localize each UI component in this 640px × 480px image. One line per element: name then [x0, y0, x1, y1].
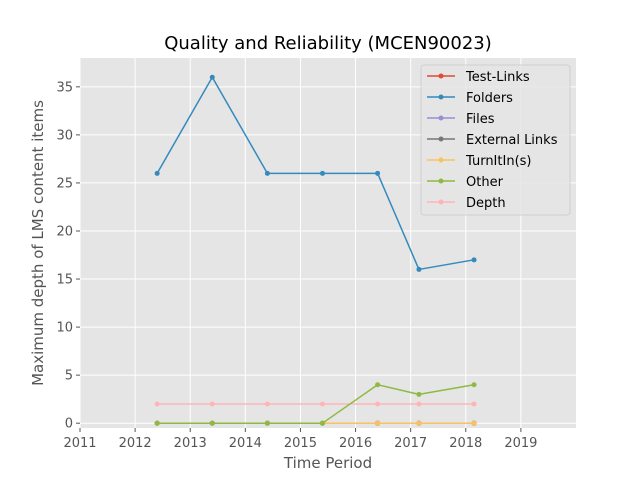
data-point-depth: [375, 401, 381, 407]
data-point-depth: [416, 401, 422, 407]
legend-item-external-links: External Links: [427, 133, 558, 148]
legend-marker: [438, 94, 444, 100]
data-point-other: [375, 382, 381, 388]
legend-item-depth: Depth: [427, 196, 506, 211]
legend-marker: [438, 136, 444, 142]
data-point-folders: [319, 170, 325, 176]
x-tick-label: 2012: [119, 436, 152, 451]
data-point-folders: [154, 170, 160, 176]
legend-label: TurnItIn(s): [465, 154, 531, 169]
chart-title: Quality and Reliability (MCEN90023): [164, 33, 492, 54]
legend-marker: [438, 73, 444, 79]
data-point-other: [416, 391, 422, 397]
data-point-folders: [471, 257, 477, 263]
data-point-turnitin-s: [375, 420, 381, 426]
x-tick-label: 2018: [449, 436, 482, 451]
data-point-folders: [264, 170, 270, 176]
legend-label: Test-Links: [465, 70, 530, 85]
legend: Test-Links Folders Files External Links Turn…: [420, 64, 571, 216]
legend-box: [420, 64, 571, 216]
series-layer: [154, 74, 477, 426]
legend-marker: [438, 157, 444, 163]
data-point-depth: [209, 401, 215, 407]
legend-marker: [438, 115, 444, 121]
y-tick-label: 15: [56, 273, 73, 288]
x-tick-label: 2017: [394, 436, 427, 451]
x-tick-label: 2019: [504, 436, 537, 451]
data-point-other: [209, 420, 215, 426]
y-tick-label: 10: [56, 321, 73, 336]
x-tick-label: 2014: [229, 436, 262, 451]
y-tick-label: 0: [65, 417, 73, 432]
data-point-depth: [319, 401, 325, 407]
legend-item-other: Other: [427, 175, 504, 190]
legend-label: Folders: [466, 91, 513, 106]
x-axis-label: Time Period: [283, 454, 372, 472]
legend-label: External Links: [466, 133, 558, 148]
series-other: [154, 382, 477, 426]
data-point-turnitin-s: [471, 420, 477, 426]
data-point-folders: [375, 170, 381, 176]
legend-item-folders: Folders: [427, 91, 513, 106]
x-tick-label: 2011: [63, 436, 96, 451]
y-tick-label: 20: [56, 224, 73, 239]
legend-marker: [438, 199, 444, 205]
data-point-other: [471, 382, 477, 388]
series-folders: [154, 74, 477, 272]
legend-item-turnitin-s: TurnItIn(s): [427, 154, 531, 169]
x-tick-label: 2015: [284, 436, 317, 451]
legend-label: Depth: [466, 196, 506, 211]
data-point-depth: [154, 401, 160, 407]
data-point-turnitin-s: [416, 420, 422, 426]
y-tick-label: 25: [56, 176, 73, 191]
legend-item-test-links: Test-Links: [427, 70, 530, 85]
x-tick-label: 2016: [339, 436, 372, 451]
y-tick-label: 30: [56, 128, 73, 143]
y-tick-label: 5: [65, 369, 73, 384]
y-axis-ticks: 0 5 10 15 20 25 30 35: [56, 80, 80, 432]
y-axis-label: Maximum depth of LMS content items: [29, 100, 47, 386]
data-point-folders: [209, 74, 215, 80]
x-tick-label: 2013: [174, 436, 207, 451]
data-point-other: [264, 420, 270, 426]
data-point-folders: [416, 266, 422, 272]
legend-marker: [438, 178, 444, 184]
legend-label: Files: [466, 112, 495, 127]
data-point-other: [319, 420, 325, 426]
data-point-depth: [471, 401, 477, 407]
legend-item-files: Files: [427, 112, 495, 127]
x-axis-ticks: 2011 2012 2013 2014 2015 2016 2017 2018 2019: [63, 428, 537, 451]
data-point-depth: [264, 401, 270, 407]
series-depth: [154, 401, 477, 407]
y-tick-label: 35: [56, 80, 73, 95]
data-point-other: [154, 420, 160, 426]
legend-label: Other: [466, 175, 504, 190]
